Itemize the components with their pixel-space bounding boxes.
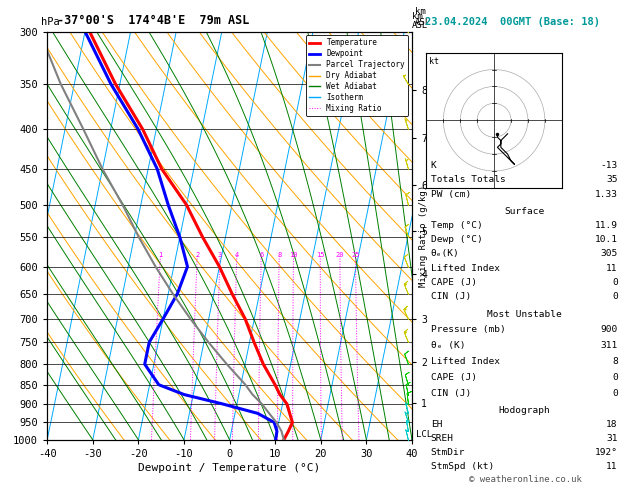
Text: 8: 8 bbox=[277, 252, 281, 258]
Text: StmSpd (kt): StmSpd (kt) bbox=[431, 462, 494, 471]
Text: 35: 35 bbox=[606, 175, 618, 184]
Text: -13: -13 bbox=[601, 161, 618, 170]
Text: 11: 11 bbox=[606, 264, 618, 273]
Text: Surface: Surface bbox=[504, 207, 544, 216]
Text: CIN (J): CIN (J) bbox=[431, 292, 471, 301]
Text: 4: 4 bbox=[235, 252, 239, 258]
Text: 0: 0 bbox=[612, 278, 618, 287]
Text: 31: 31 bbox=[606, 434, 618, 443]
Text: 10: 10 bbox=[289, 252, 298, 258]
Text: 3: 3 bbox=[218, 252, 222, 258]
Text: Temp (°C): Temp (°C) bbox=[431, 221, 482, 230]
Text: 25: 25 bbox=[351, 252, 360, 258]
Text: CAPE (J): CAPE (J) bbox=[431, 373, 477, 382]
Text: © weatheronline.co.uk: © weatheronline.co.uk bbox=[469, 474, 582, 484]
Text: 8: 8 bbox=[612, 357, 618, 366]
Text: Totals Totals: Totals Totals bbox=[431, 175, 506, 184]
Text: kt: kt bbox=[429, 57, 439, 66]
Text: km
ASL: km ASL bbox=[412, 12, 428, 30]
Text: StmDir: StmDir bbox=[431, 448, 465, 457]
Text: PW (cm): PW (cm) bbox=[431, 190, 471, 199]
Text: -37°00'S  174°4B'E  79m ASL: -37°00'S 174°4B'E 79m ASL bbox=[57, 14, 249, 27]
Text: 1.33: 1.33 bbox=[595, 190, 618, 199]
Text: 23.04.2024  00GMT (Base: 18): 23.04.2024 00GMT (Base: 18) bbox=[425, 17, 599, 27]
Text: θₑ(K): θₑ(K) bbox=[431, 249, 460, 259]
X-axis label: Dewpoint / Temperature (°C): Dewpoint / Temperature (°C) bbox=[138, 463, 321, 473]
Text: Dewp (°C): Dewp (°C) bbox=[431, 235, 482, 244]
Text: 1: 1 bbox=[158, 252, 162, 258]
Text: 6: 6 bbox=[259, 252, 264, 258]
Text: CIN (J): CIN (J) bbox=[431, 388, 471, 398]
Text: 11: 11 bbox=[606, 462, 618, 471]
Text: 0: 0 bbox=[612, 373, 618, 382]
Text: 311: 311 bbox=[601, 341, 618, 350]
Text: SREH: SREH bbox=[431, 434, 454, 443]
Text: EH: EH bbox=[431, 420, 442, 429]
Text: Pressure (mb): Pressure (mb) bbox=[431, 325, 506, 334]
Text: 18: 18 bbox=[606, 420, 618, 429]
Text: Mixing Ratio (g/kg): Mixing Ratio (g/kg) bbox=[419, 185, 428, 287]
Text: 900: 900 bbox=[601, 325, 618, 334]
Text: 15: 15 bbox=[316, 252, 325, 258]
Text: Lifted Index: Lifted Index bbox=[431, 357, 500, 366]
Text: 10.1: 10.1 bbox=[595, 235, 618, 244]
Text: 192°: 192° bbox=[595, 448, 618, 457]
Text: 0: 0 bbox=[612, 292, 618, 301]
Text: 2: 2 bbox=[195, 252, 199, 258]
Text: 0: 0 bbox=[612, 388, 618, 398]
Text: θₑ (K): θₑ (K) bbox=[431, 341, 465, 350]
Text: Most Unstable: Most Unstable bbox=[487, 310, 562, 319]
Legend: Temperature, Dewpoint, Parcel Trajectory, Dry Adiabat, Wet Adiabat, Isotherm, Mi: Temperature, Dewpoint, Parcel Trajectory… bbox=[306, 35, 408, 116]
Text: Hodograph: Hodograph bbox=[498, 406, 550, 415]
Text: K: K bbox=[431, 161, 437, 170]
Text: LCL: LCL bbox=[416, 430, 432, 439]
Text: km
ASL: km ASL bbox=[415, 7, 431, 27]
Text: 11.9: 11.9 bbox=[595, 221, 618, 230]
Text: 20: 20 bbox=[336, 252, 344, 258]
Text: hPa: hPa bbox=[41, 17, 60, 27]
Text: Lifted Index: Lifted Index bbox=[431, 264, 500, 273]
Text: 305: 305 bbox=[601, 249, 618, 259]
Text: CAPE (J): CAPE (J) bbox=[431, 278, 477, 287]
